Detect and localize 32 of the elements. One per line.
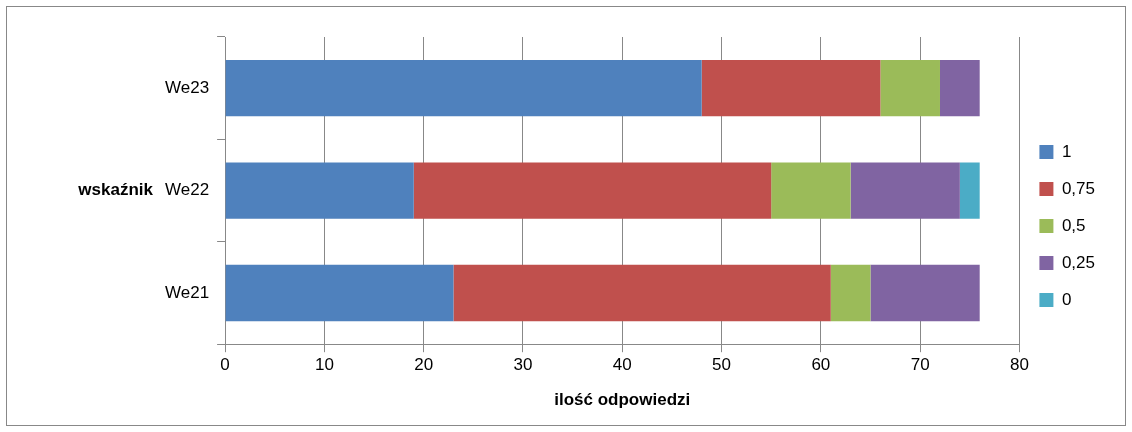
y-tick-label: We23 bbox=[164, 77, 210, 97]
y-tick-label: We22 bbox=[164, 180, 210, 200]
bar bbox=[701, 60, 881, 117]
bar bbox=[771, 162, 851, 219]
bar bbox=[939, 60, 980, 117]
y-axis-title: wskaźnik bbox=[77, 180, 154, 200]
legend-label: 0,75 bbox=[1061, 178, 1096, 198]
legend-label: 0,5 bbox=[1061, 215, 1086, 235]
x-axis-title: ilość odpowiedzi bbox=[554, 390, 691, 410]
bar bbox=[413, 162, 772, 219]
x-tick-label: 20 bbox=[414, 355, 434, 375]
x-tick-label: 10 bbox=[314, 355, 334, 375]
legend-label: 0 bbox=[1061, 289, 1072, 309]
bar bbox=[870, 264, 980, 322]
bar bbox=[225, 162, 414, 219]
x-tick-label: 70 bbox=[910, 355, 930, 375]
bar bbox=[959, 162, 980, 219]
x-tick-label: 60 bbox=[811, 355, 831, 375]
bar bbox=[830, 264, 871, 322]
x-tick-label: 80 bbox=[1009, 355, 1029, 375]
bar bbox=[225, 264, 454, 322]
x-tick-label: 40 bbox=[612, 355, 632, 375]
legend-label: 0,25 bbox=[1061, 252, 1096, 272]
x-tick-label: 0 bbox=[220, 355, 230, 375]
bar bbox=[850, 162, 960, 219]
y-tick-label: We21 bbox=[164, 282, 210, 302]
legend-label: 1 bbox=[1061, 141, 1072, 161]
x-tick-label: 30 bbox=[513, 355, 533, 375]
bar bbox=[880, 60, 940, 117]
x-tick-label: 50 bbox=[712, 355, 732, 375]
bar bbox=[225, 60, 702, 117]
bar bbox=[453, 264, 831, 322]
